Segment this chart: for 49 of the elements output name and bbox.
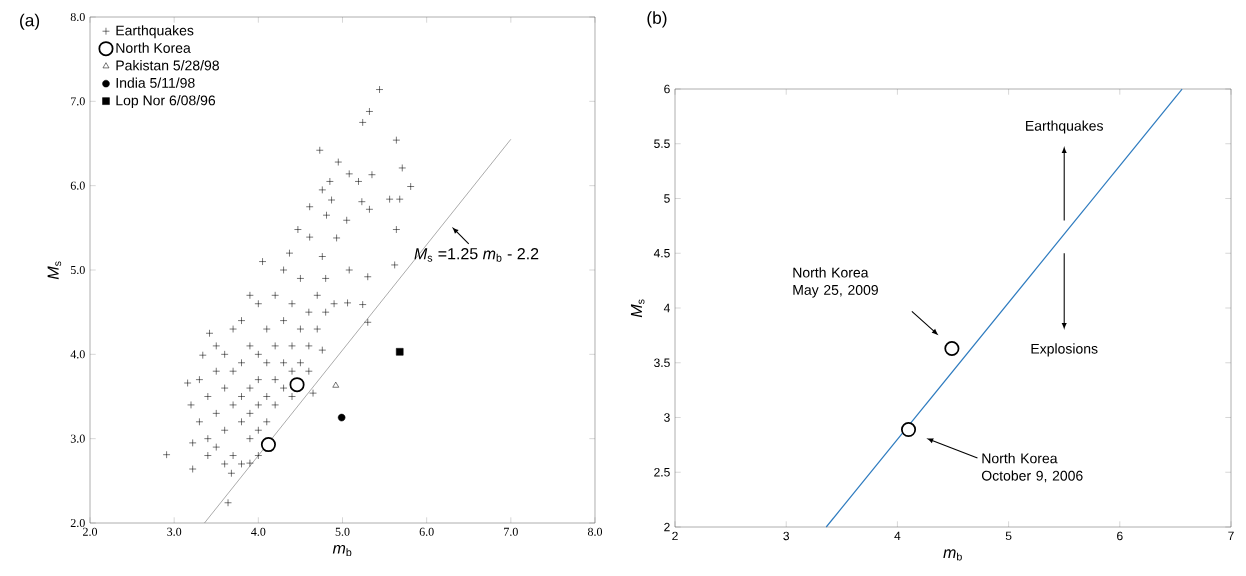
- x-tick-label: 6.0: [419, 527, 434, 536]
- x-tick-label: 4: [894, 531, 901, 540]
- y-tick-label: 7.0: [71, 97, 85, 106]
- x-tick-label: 3: [783, 531, 790, 541]
- point: [396, 348, 404, 356]
- point: [260, 437, 276, 453]
- chart-title: (b): [647, 11, 667, 28]
- legend-label: India 5/11/98: [116, 77, 195, 88]
- y-tick-label: 8.0: [70, 12, 85, 22]
- legend-label: Earthquakes: [116, 25, 194, 39]
- annotation: M$_{s}$ =1.25 m$_{b}$ - 2.2: [414, 247, 539, 262]
- annotation: Explosions: [1031, 343, 1098, 357]
- x-axis-title: m$_{b}$: [332, 545, 352, 557]
- y-axis-title: M$_{s}$: [47, 261, 62, 280]
- y-tick-label: 2.0: [70, 518, 85, 528]
- annotation: Earthquakes: [1026, 120, 1103, 134]
- y-tick-label: 3: [664, 413, 670, 422]
- x-tick-label: 2: [672, 531, 678, 541]
- y-tick-label: 5.0: [70, 265, 85, 275]
- point: [289, 377, 305, 393]
- point: [332, 381, 340, 388]
- x-tick-label: 2.0: [83, 527, 98, 536]
- point: [337, 413, 346, 422]
- chart-title: (a): [20, 13, 40, 30]
- legend-label: North Korea: [116, 42, 191, 53]
- x-axis-title: m$_{b}$: [943, 549, 962, 561]
- y-tick-label: 3.5: [654, 358, 670, 368]
- x-tick-label: 7: [1228, 531, 1234, 540]
- x-tick-label: 3.0: [167, 527, 182, 536]
- annotation: North Korea October 9, 2006: [981, 453, 1083, 483]
- y-tick-label: 2.5: [654, 468, 670, 477]
- x-tick-label: 7.0: [504, 527, 518, 536]
- annotation: North Korea May 25, 2009: [793, 267, 878, 298]
- legend-label: Lop Nor 6/08/96: [116, 95, 216, 109]
- y-tick-label: 6.0: [70, 181, 85, 190]
- y-tick-label: 5.5: [654, 139, 670, 148]
- y-tick-label: 4.5: [653, 249, 670, 258]
- x-tick-label: 5.0: [335, 527, 350, 536]
- y-axis-title: M$_{s}$: [630, 299, 645, 318]
- legend-label: Pakistan 5/28/98: [116, 60, 219, 71]
- x-tick-label: 6: [1117, 531, 1123, 541]
- y-tick-label: 3.0: [70, 434, 85, 443]
- y-tick-label: 6: [664, 84, 670, 94]
- x-tick-label: 8.0: [587, 527, 603, 536]
- y-tick-label: 4: [663, 303, 670, 313]
- x-tick-label: 5: [1005, 531, 1012, 541]
- y-tick-label: 5: [664, 194, 670, 203]
- x-tick-label: 4.0: [251, 527, 266, 536]
- y-tick-label: 4.0: [70, 350, 85, 359]
